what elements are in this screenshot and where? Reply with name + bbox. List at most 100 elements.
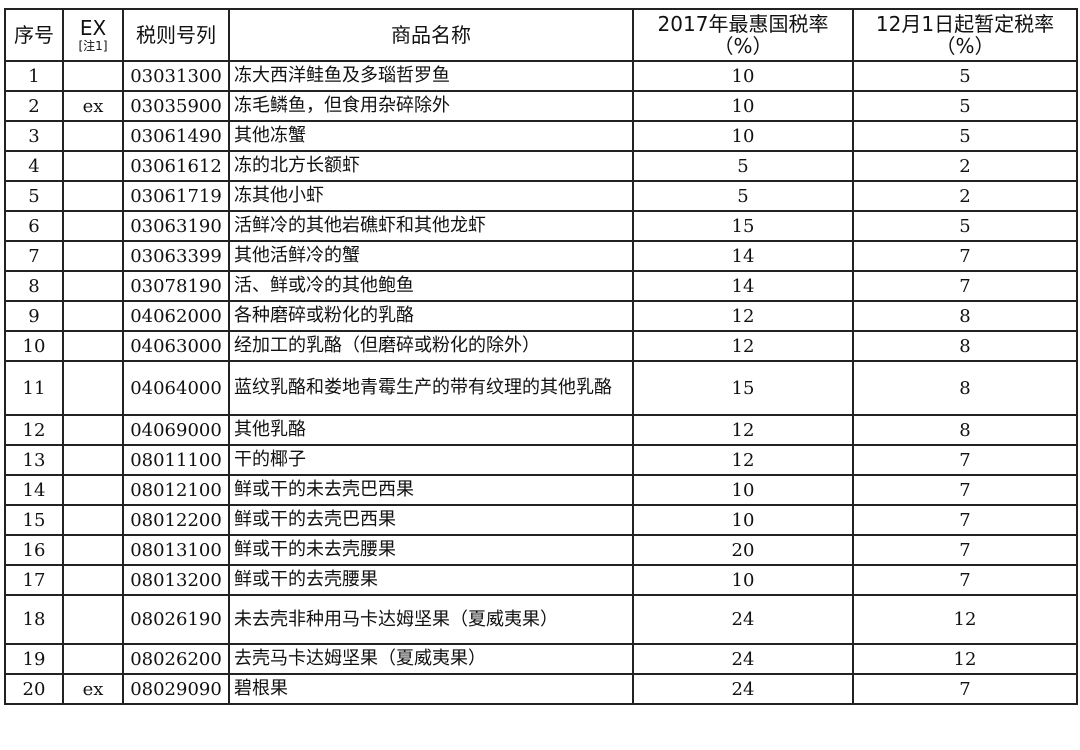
cell-seq: 6 [4, 210, 64, 242]
cell-name: 冻毛鳞鱼，但食用杂碎除外 [228, 90, 634, 122]
table-row: 16 08013100 鲜或干的未去壳腰果 20 7 [4, 534, 1078, 566]
cell-seq: 2 [4, 90, 64, 122]
cell-name: 冻的北方长额虾 [228, 150, 634, 182]
cell-provisional-rate: 7 [852, 534, 1078, 566]
cell-mfn-rate: 10 [632, 474, 854, 506]
cell-seq: 11 [4, 360, 64, 416]
cell-name: 冻其他小虾 [228, 180, 634, 212]
table-row: 12 04069000 其他乳酪 12 8 [4, 414, 1078, 446]
table-row: 2 ex 03035900 冻毛鳞鱼，但食用杂碎除外 10 5 [4, 90, 1078, 122]
cell-seq: 20 [4, 673, 64, 705]
cell-seq: 9 [4, 300, 64, 332]
header-ex-note: [注1] [78, 39, 108, 53]
cell-name: 鲜或干的去壳巴西果 [228, 504, 634, 536]
table-row: 3 03061490 其他冻蟹 10 5 [4, 120, 1078, 152]
table-row: 1 03031300 冻大西洋鲑鱼及多瑙哲罗鱼 10 5 [4, 60, 1078, 92]
table-row: 19 08026200 去壳马卡达姆坚果（夏威夷果） 24 12 [4, 643, 1078, 675]
cell-mfn-rate: 10 [632, 60, 854, 92]
cell-provisional-rate: 7 [852, 240, 1078, 272]
cell-code: 08029090 [122, 673, 230, 705]
cell-name: 活鲜冷的其他岩礁虾和其他龙虾 [228, 210, 634, 242]
table-row: 20 ex 08029090 碧根果 24 7 [4, 673, 1078, 705]
cell-ex [62, 504, 124, 536]
cell-ex [62, 120, 124, 152]
cell-code: 03078190 [122, 270, 230, 302]
cell-mfn-rate: 10 [632, 120, 854, 152]
cell-mfn-rate: 15 [632, 210, 854, 242]
cell-provisional-rate: 8 [852, 330, 1078, 362]
cell-provisional-rate: 2 [852, 180, 1078, 212]
header-provisional-rate: 12月1日起暂定税率（%） [852, 8, 1078, 62]
cell-name: 经加工的乳酪（但磨碎或粉化的除外） [228, 330, 634, 362]
cell-ex [62, 564, 124, 596]
cell-ex [62, 643, 124, 675]
cell-code: 08012200 [122, 504, 230, 536]
cell-provisional-rate: 5 [852, 210, 1078, 242]
cell-ex [62, 150, 124, 182]
cell-mfn-rate: 10 [632, 564, 854, 596]
cell-code: 03061612 [122, 150, 230, 182]
cell-seq: 19 [4, 643, 64, 675]
cell-name: 其他冻蟹 [228, 120, 634, 152]
cell-name: 未去壳非种用马卡达姆坚果（夏威夷果） [228, 594, 634, 645]
cell-mfn-rate: 24 [632, 643, 854, 675]
cell-seq: 13 [4, 444, 64, 476]
cell-code: 08026190 [122, 594, 230, 645]
cell-ex [62, 270, 124, 302]
cell-name: 去壳马卡达姆坚果（夏威夷果） [228, 643, 634, 675]
cell-mfn-rate: 10 [632, 504, 854, 536]
cell-provisional-rate: 8 [852, 360, 1078, 416]
cell-code: 08013200 [122, 564, 230, 596]
cell-mfn-rate: 14 [632, 270, 854, 302]
table-row: 6 03063190 活鲜冷的其他岩礁虾和其他龙虾 15 5 [4, 210, 1078, 242]
table-row: 10 04063000 经加工的乳酪（但磨碎或粉化的除外） 12 8 [4, 330, 1078, 362]
cell-seq: 10 [4, 330, 64, 362]
table-row: 8 03078190 活、鲜或冷的其他鲍鱼 14 7 [4, 270, 1078, 302]
cell-seq: 12 [4, 414, 64, 446]
table-row: 15 08012200 鲜或干的去壳巴西果 10 7 [4, 504, 1078, 536]
cell-name: 各种磨碎或粉化的乳酪 [228, 300, 634, 332]
cell-seq: 18 [4, 594, 64, 645]
header-code: 税则号列 [122, 8, 230, 62]
header-ex-label: EX [79, 16, 107, 40]
table-row: 5 03061719 冻其他小虾 5 2 [4, 180, 1078, 212]
cell-name: 鲜或干的未去壳巴西果 [228, 474, 634, 506]
cell-seq: 15 [4, 504, 64, 536]
cell-ex [62, 300, 124, 332]
cell-mfn-rate: 12 [632, 330, 854, 362]
cell-ex [62, 444, 124, 476]
cell-provisional-rate: 5 [852, 60, 1078, 92]
table-row: 7 03063399 其他活鲜冷的蟹 14 7 [4, 240, 1078, 272]
cell-code: 03063399 [122, 240, 230, 272]
table-row: 4 03061612 冻的北方长额虾 5 2 [4, 150, 1078, 182]
cell-code: 03061490 [122, 120, 230, 152]
cell-ex: ex [62, 673, 124, 705]
cell-code: 03035900 [122, 90, 230, 122]
cell-provisional-rate: 7 [852, 474, 1078, 506]
cell-code: 04069000 [122, 414, 230, 446]
cell-code: 08012100 [122, 474, 230, 506]
cell-name: 其他活鲜冷的蟹 [228, 240, 634, 272]
cell-code: 04062000 [122, 300, 230, 332]
cell-seq: 17 [4, 564, 64, 596]
table-row: 17 08013200 鲜或干的去壳腰果 10 7 [4, 564, 1078, 596]
cell-ex [62, 534, 124, 566]
cell-name: 鲜或干的未去壳腰果 [228, 534, 634, 566]
cell-mfn-rate: 14 [632, 240, 854, 272]
cell-seq: 1 [4, 60, 64, 92]
cell-mfn-rate: 15 [632, 360, 854, 416]
table-row: 13 08011100 干的椰子 12 7 [4, 444, 1078, 476]
header-ex: EX [注1] [62, 8, 124, 62]
header-row: 序号 EX [注1] 税则号列 商品名称 2017年最惠国税率（%） 12月1日起… [4, 8, 1078, 62]
cell-name: 鲜或干的去壳腰果 [228, 564, 634, 596]
cell-seq: 14 [4, 474, 64, 506]
cell-ex [62, 594, 124, 645]
cell-name: 活、鲜或冷的其他鲍鱼 [228, 270, 634, 302]
cell-ex [62, 330, 124, 362]
cell-ex [62, 210, 124, 242]
cell-seq: 7 [4, 240, 64, 272]
cell-seq: 4 [4, 150, 64, 182]
cell-ex [62, 180, 124, 212]
cell-ex: ex [62, 90, 124, 122]
cell-provisional-rate: 8 [852, 414, 1078, 446]
